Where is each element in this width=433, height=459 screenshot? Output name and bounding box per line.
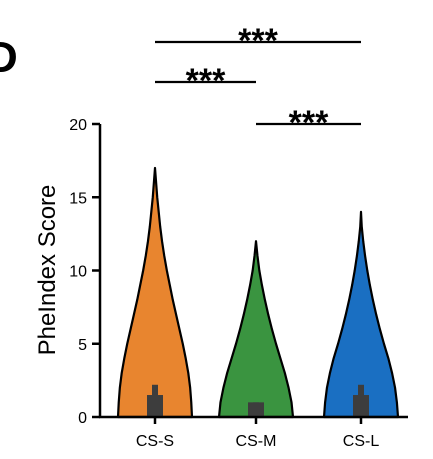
- y-tick-label-10: 10: [69, 264, 87, 281]
- y-tick-label-20: 20: [69, 117, 87, 134]
- sig-label-CS-S-CS-M: ***: [186, 62, 226, 100]
- violins-group: [116, 166, 400, 419]
- x-tick-label-CS-M: CS-M: [236, 433, 277, 450]
- x-tick-label-CS-L: CS-L: [343, 433, 380, 450]
- significance-group: *** *** ***: [155, 22, 361, 142]
- y-axis-label: PheIndex Score: [34, 185, 61, 356]
- box-CS-M: [248, 402, 264, 417]
- axes-group: 0 5 10 15 20 CS-S CS-M CS-L: [69, 117, 408, 450]
- boxes-group: [147, 384, 369, 417]
- panel-letter: D: [0, 33, 18, 82]
- x-tick-label-CS-S: CS-S: [136, 433, 174, 450]
- violin-CS-M: [217, 240, 295, 419]
- violin-CS-L: [322, 210, 400, 419]
- y-tick-label-0: 0: [78, 410, 87, 427]
- box-CS-S: [147, 395, 163, 417]
- sig-label-CS-S-CS-L: ***: [238, 22, 278, 60]
- sig-label-CS-M-CS-L: ***: [289, 104, 329, 142]
- violin-CS-S: [116, 166, 194, 419]
- y-tick-label-5: 5: [78, 337, 87, 354]
- y-tick-label-15: 15: [69, 190, 87, 207]
- box-CS-L: [353, 395, 369, 417]
